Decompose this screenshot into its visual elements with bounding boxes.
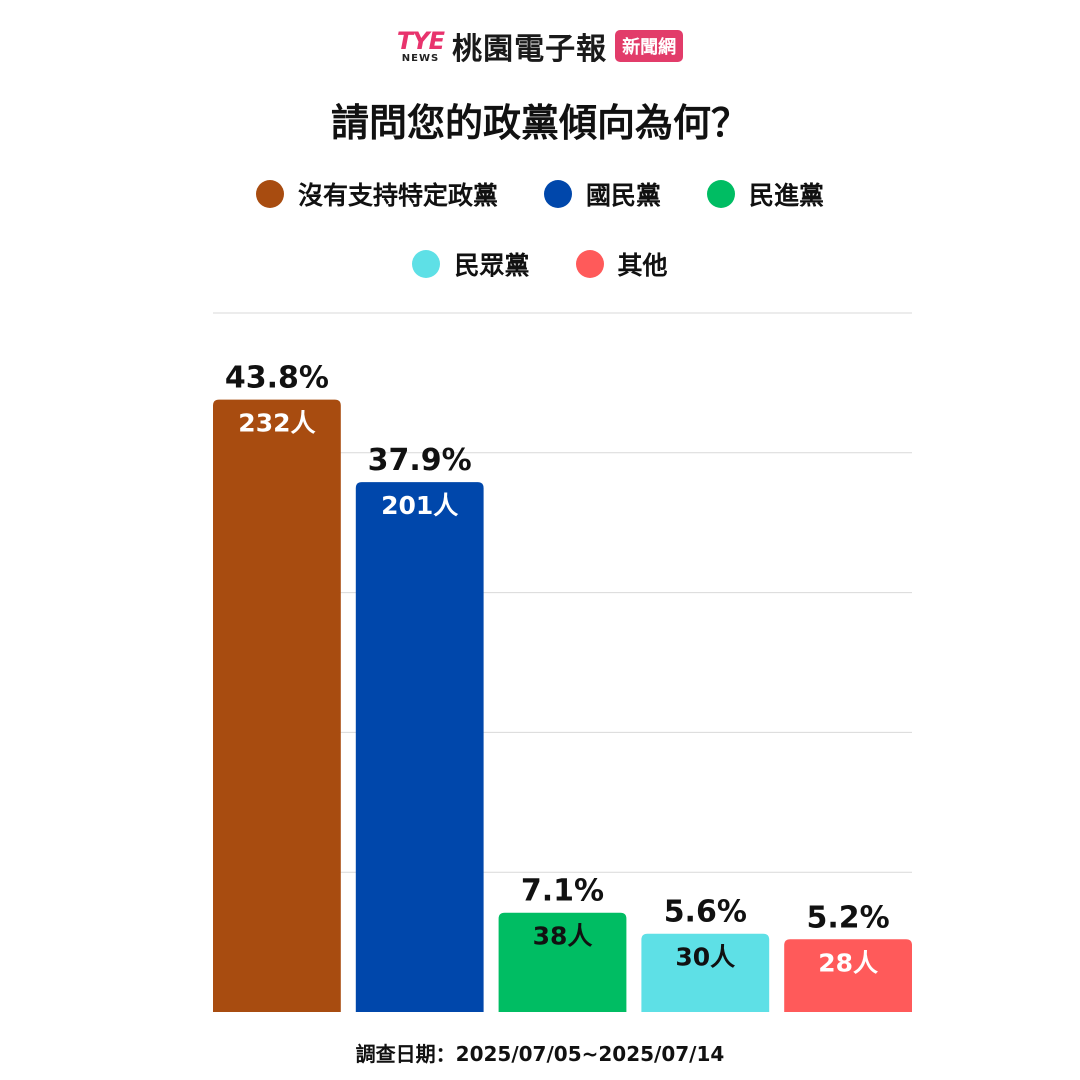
bar-percent-label: 43.8% — [225, 361, 329, 396]
legend-item: 民眾黨 — [412, 246, 530, 282]
legend-row-1: 沒有支持特定政黨 國民黨 民進黨 — [0, 176, 1080, 212]
chart-title: 請問您的政黨傾向為何？ — [330, 101, 749, 145]
logo-name: 桃園電子報 — [452, 32, 608, 67]
bar-count-label: 28人 — [818, 948, 878, 977]
bar — [784, 939, 912, 1012]
legend-label: 民進黨 — [749, 181, 825, 210]
legend-item: 沒有支持特定政黨 — [255, 176, 498, 212]
bar-count-label: 38人 — [533, 922, 593, 951]
bar-percent-label: 5.2% — [806, 900, 889, 935]
bar-percent-label: 5.6% — [664, 895, 747, 930]
bar-count-label: 30人 — [675, 943, 735, 972]
bar-percent-label: 7.1% — [521, 874, 604, 909]
logo-mark: TYE NEWS — [396, 26, 445, 64]
bar-percent-label: 37.9% — [368, 443, 472, 478]
legend-label: 其他 — [617, 251, 668, 280]
bar — [498, 912, 627, 1012]
survey-date: 調查日期：2025/07/05~2025/07/14 — [355, 1042, 725, 1066]
site-logo: TYE NEWS 桃園電子報 新聞網 — [0, 26, 1080, 67]
bar — [213, 399, 341, 1012]
legend-swatch — [543, 180, 572, 208]
legend-swatch — [412, 250, 441, 278]
legend-label: 沒有支持特定政黨 — [297, 181, 498, 210]
legend-swatch — [575, 250, 604, 278]
legend-item: 民進黨 — [707, 176, 824, 212]
bar-count-label: 232人 — [238, 409, 315, 438]
legend-item: 其他 — [575, 246, 668, 282]
legend-item: 國民黨 — [543, 176, 661, 212]
logo-badge: 新聞網 — [615, 30, 684, 62]
bar — [641, 933, 770, 1012]
bar-count-label: 201人 — [381, 491, 458, 520]
legend-label: 民眾黨 — [454, 251, 530, 280]
legend-row-2: 民眾黨 其他 — [0, 246, 1080, 282]
legend-swatch — [707, 180, 735, 208]
legend-label: 國民黨 — [585, 181, 661, 210]
logo-tye-text: TYE — [396, 26, 445, 55]
logo-news-text: NEWS — [401, 52, 440, 64]
legend-swatch — [255, 180, 284, 208]
bar — [355, 482, 484, 1013]
